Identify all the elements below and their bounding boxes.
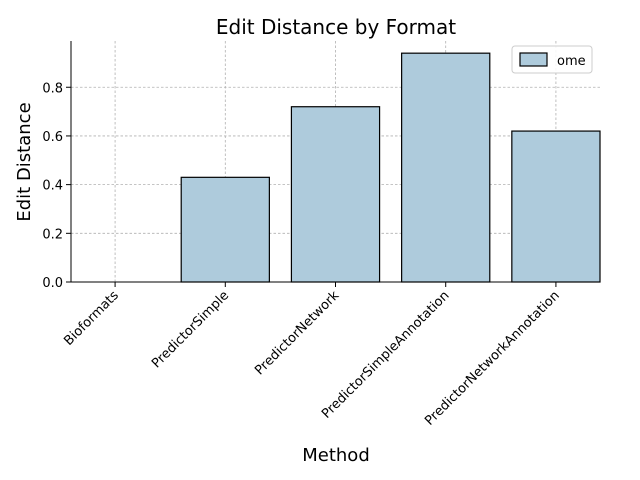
x-tick-label: PredictorNetwork [252, 288, 342, 378]
bar [180, 176, 270, 283]
legend-label: ome [557, 54, 586, 69]
y-axis-label: Edit Distance [14, 102, 35, 221]
bars [180, 52, 601, 283]
legend-swatch [519, 52, 548, 67]
x-tick-label: PredictorSimple [149, 288, 232, 371]
y-tick-label: 0.0 [42, 276, 63, 291]
x-axis-label: Method [302, 445, 370, 466]
x-tick-label: PredictorSimpleAnnotation [319, 288, 452, 421]
y-ticks: 0.0 0.2 0.4 0.6 0.8 [42, 81, 71, 291]
bar [290, 106, 381, 283]
x-tick-label: Bioformats [61, 288, 122, 349]
y-tick-label: 0.4 [42, 179, 63, 194]
x-tick-label: PredictorNetworkAnnotation [422, 288, 562, 428]
bar [401, 52, 491, 283]
x-ticks: Bioformats PredictorSimple PredictorNetwor… [61, 282, 563, 429]
y-tick-label: 0.8 [42, 81, 63, 96]
y-tick-label: 0.2 [42, 227, 63, 242]
legend: ome [511, 45, 593, 74]
chart-title: Edit Distance by Format [216, 15, 456, 39]
y-tick-label: 0.6 [42, 130, 63, 145]
bar [511, 130, 601, 283]
